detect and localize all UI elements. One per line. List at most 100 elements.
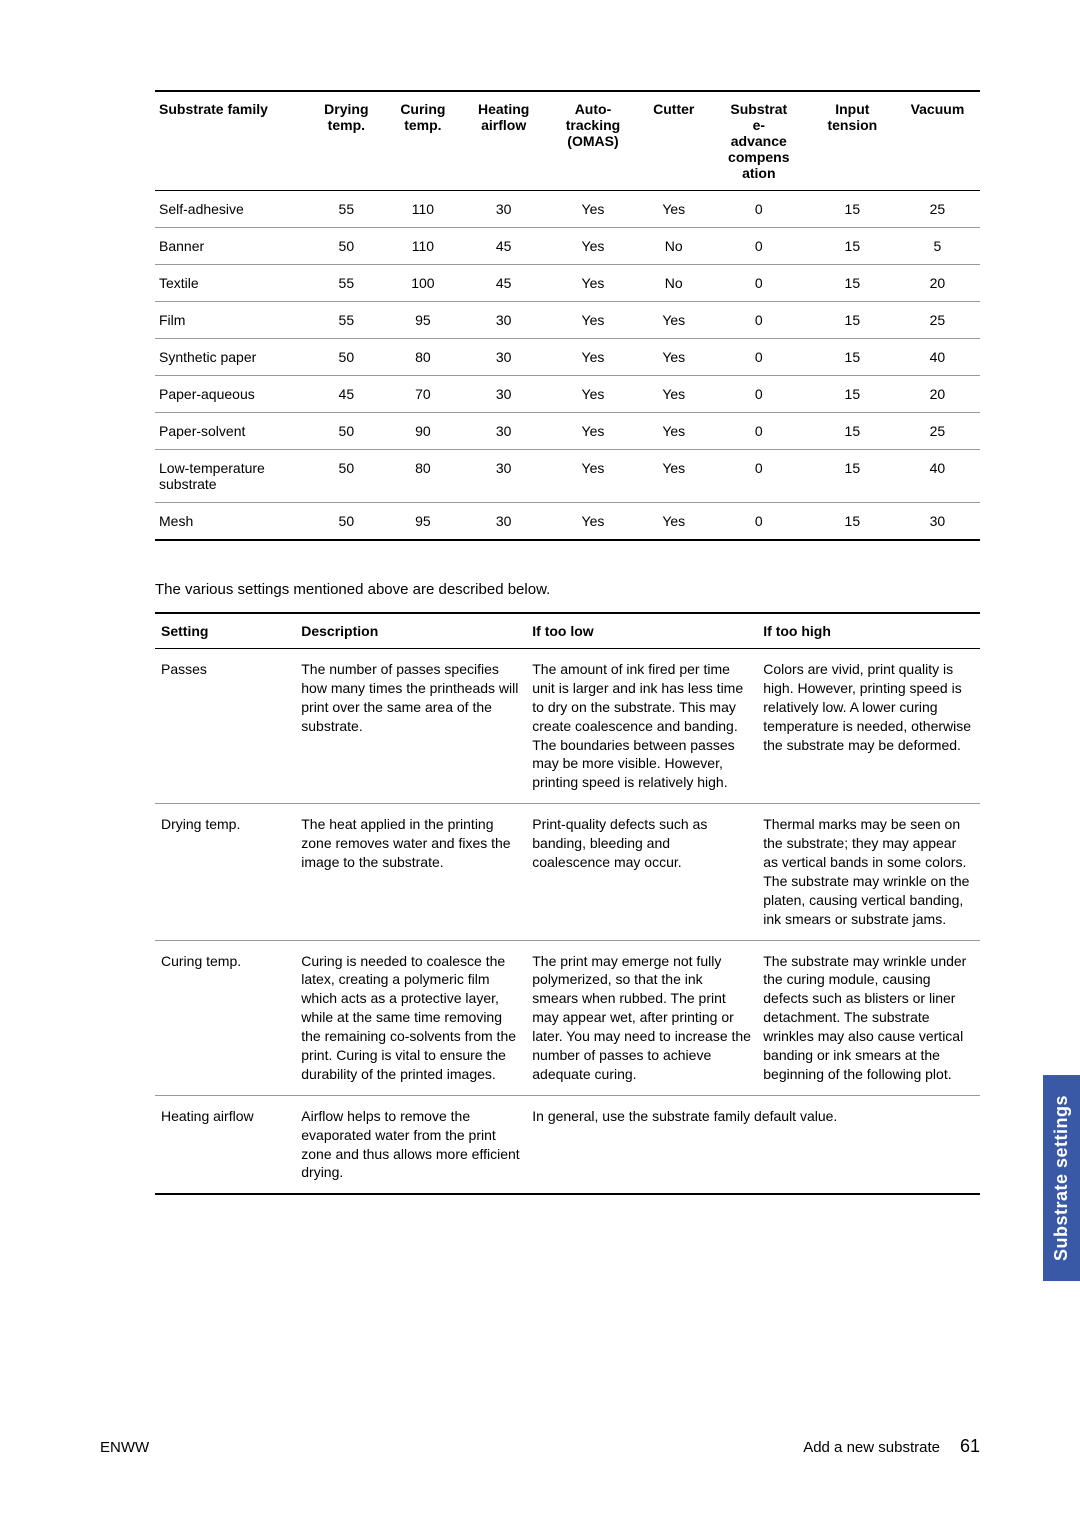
table-cell: 25 [895, 413, 980, 450]
cell-if-too-low: The amount of ink fired per time unit is… [526, 649, 757, 804]
table-cell: Paper-aqueous [155, 376, 308, 413]
table-cell: 55 [308, 265, 385, 302]
th-setting: Setting [155, 613, 295, 649]
table-cell: 15 [810, 339, 895, 376]
table-cell: Yes [546, 450, 640, 503]
table-cell: Yes [640, 413, 708, 450]
table-cell: 30 [461, 302, 546, 339]
table-cell: Yes [640, 191, 708, 228]
cell-if-too-high: Colors are vivid, print quality is high.… [757, 649, 980, 804]
cell-description: Airflow helps to remove the evaporated w… [295, 1095, 526, 1194]
table-row: Textile5510045YesNo01520 [155, 265, 980, 302]
table-cell: Yes [640, 302, 708, 339]
th-substrate-family: Substrate family [155, 91, 308, 191]
table-row: Paper-solvent509030YesYes01525 [155, 413, 980, 450]
table-cell: 30 [895, 503, 980, 541]
table-cell: 15 [810, 302, 895, 339]
table-cell: 45 [461, 265, 546, 302]
table-cell: Yes [546, 191, 640, 228]
cell-if-too-high: The substrate may wrinkle under the curi… [757, 940, 980, 1095]
table-cell: Yes [640, 376, 708, 413]
table-cell: Mesh [155, 503, 308, 541]
table-cell: 0 [708, 228, 810, 265]
settings-description-table: Setting Description If too low If too hi… [155, 612, 980, 1195]
table-cell: 20 [895, 376, 980, 413]
table-cell: Self-adhesive [155, 191, 308, 228]
table-cell: 90 [385, 413, 462, 450]
table-cell: 110 [385, 228, 462, 265]
table-cell: 55 [308, 302, 385, 339]
table-cell: 50 [308, 503, 385, 541]
table-cell: 50 [308, 450, 385, 503]
table-cell: Yes [546, 228, 640, 265]
table-row: Drying temp.The heat applied in the prin… [155, 804, 980, 940]
th-if-too-high: If too high [757, 613, 980, 649]
th-heating-airflow: Heating airflow [461, 91, 546, 191]
table-cell: 20 [895, 265, 980, 302]
footer-section-title: Add a new substrate [803, 1439, 940, 1456]
table-cell: Banner [155, 228, 308, 265]
th-substrate-advance: Substrate-advancecompensation [708, 91, 810, 191]
cell-setting: Curing temp. [155, 940, 295, 1095]
table-cell: Synthetic paper [155, 339, 308, 376]
table-cell: 0 [708, 339, 810, 376]
th-input-tension: Input tension [810, 91, 895, 191]
table-cell: Yes [546, 503, 640, 541]
table-cell: 100 [385, 265, 462, 302]
cell-setting: Drying temp. [155, 804, 295, 940]
table-row: Banner5011045YesNo0155 [155, 228, 980, 265]
table-row: Curing temp.Curing is needed to coalesce… [155, 940, 980, 1095]
intro-text: The various settings mentioned above are… [155, 581, 980, 598]
table-cell: 15 [810, 503, 895, 541]
table-row: PassesThe number of passes specifies how… [155, 649, 980, 804]
table-cell: 0 [708, 413, 810, 450]
table-cell: 30 [461, 191, 546, 228]
table-cell: 15 [810, 413, 895, 450]
table-cell: 95 [385, 503, 462, 541]
table-cell: Low-temperature substrate [155, 450, 308, 503]
table-cell: 55 [308, 191, 385, 228]
table-row: Film559530YesYes01525 [155, 302, 980, 339]
table-cell: 45 [308, 376, 385, 413]
table-cell: 50 [308, 413, 385, 450]
cell-if-too-high: Thermal marks may be seen on the substra… [757, 804, 980, 940]
th-drying-temp: Drying temp. [308, 91, 385, 191]
table-cell: 25 [895, 191, 980, 228]
footer-left: ENWW [100, 1439, 149, 1456]
table-row: Paper-aqueous457030YesYes01520 [155, 376, 980, 413]
table-cell: 50 [308, 339, 385, 376]
th-vacuum: Vacuum [895, 91, 980, 191]
table-cell: Yes [546, 302, 640, 339]
table-cell: No [640, 228, 708, 265]
cell-description: The number of passes specifies how many … [295, 649, 526, 804]
table-cell: 0 [708, 302, 810, 339]
table-row: Mesh509530YesYes01530 [155, 503, 980, 541]
table-cell: 110 [385, 191, 462, 228]
table-cell: 0 [708, 191, 810, 228]
table-cell: 15 [810, 376, 895, 413]
table-cell: 80 [385, 339, 462, 376]
table-cell: Yes [546, 376, 640, 413]
footer-page-number: 61 [960, 1436, 980, 1457]
table-cell: 0 [708, 503, 810, 541]
table-cell: 15 [810, 191, 895, 228]
cell-setting: Heating airflow [155, 1095, 295, 1194]
table-cell: 15 [810, 450, 895, 503]
cell-description: Curing is needed to coalesce the latex, … [295, 940, 526, 1095]
table-cell: 70 [385, 376, 462, 413]
table-cell: 15 [810, 228, 895, 265]
table-cell: 0 [708, 450, 810, 503]
table-cell: Yes [546, 413, 640, 450]
table-row: Low-temperature substrate508030YesYes015… [155, 450, 980, 503]
table-cell: 50 [308, 228, 385, 265]
table-cell: Yes [546, 339, 640, 376]
table-cell: 0 [708, 265, 810, 302]
table-cell: 40 [895, 450, 980, 503]
th-cutter: Cutter [640, 91, 708, 191]
cell-low-high-merged: In general, use the substrate family def… [526, 1095, 980, 1194]
table-cell: Yes [640, 450, 708, 503]
table-cell: Film [155, 302, 308, 339]
table-cell: 25 [895, 302, 980, 339]
table-cell: 30 [461, 376, 546, 413]
table-cell: 95 [385, 302, 462, 339]
